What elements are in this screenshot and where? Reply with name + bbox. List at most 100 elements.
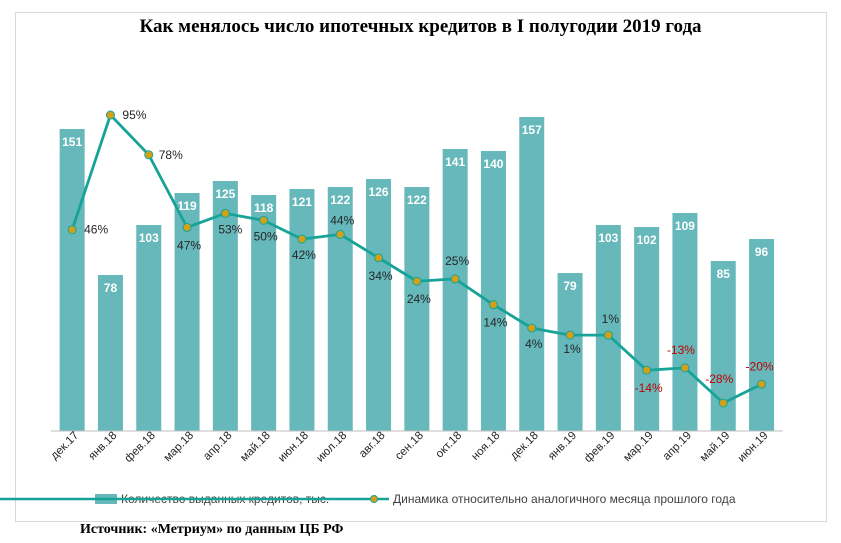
line-point (105, 110, 115, 120)
line-point (182, 222, 192, 232)
bar (672, 213, 698, 431)
line-data-label: 47% (177, 238, 201, 252)
line-data-label: 78% (159, 148, 183, 162)
line-point (603, 330, 613, 340)
bar-data-label: 103 (139, 231, 159, 245)
bar (557, 273, 583, 431)
line-group (67, 110, 767, 408)
line-data-label: 46% (84, 223, 108, 237)
line-data-label: 44% (330, 213, 354, 227)
bar-data-label: 103 (598, 231, 618, 245)
line-point (335, 229, 345, 239)
x-tick-label: ноя.18 (469, 430, 502, 463)
bar-data-label: 85 (717, 267, 731, 281)
line-point (412, 276, 422, 286)
x-tick-label: дек.17 (49, 430, 82, 463)
x-tick-label: июн.19 (736, 430, 771, 465)
line-point (527, 323, 537, 333)
bar (97, 275, 123, 431)
x-tick-label: янв.19 (546, 430, 579, 463)
x-tick-label: фев.19 (582, 430, 617, 465)
line-data-label: 50% (254, 229, 278, 243)
bar (59, 129, 85, 431)
x-tick-label: мар.18 (162, 430, 196, 464)
line-point (488, 300, 498, 310)
line-data-label: 25% (445, 254, 469, 268)
bar (289, 189, 315, 431)
x-tick-label: авг.18 (357, 430, 388, 461)
line-point (680, 363, 690, 373)
bar (212, 181, 238, 431)
bar-data-label: 140 (483, 157, 503, 171)
line-data-label: 14% (483, 316, 507, 330)
x-tick-label: май.19 (698, 430, 732, 464)
bar-data-label: 126 (369, 185, 389, 199)
bar (366, 179, 392, 431)
bar-data-label: 78 (104, 281, 118, 295)
bar-data-label: 141 (445, 155, 465, 169)
bar (404, 187, 430, 431)
legend-line-marker (370, 495, 378, 503)
line-data-label: 34% (369, 269, 393, 283)
bar (519, 117, 545, 431)
line-data-label: 42% (292, 248, 316, 262)
bar-data-label: 125 (215, 187, 235, 201)
line-point (297, 234, 307, 244)
line-data-label: -20% (746, 359, 774, 373)
legend: Количество выданных кредитов, тыс. Динам… (0, 492, 736, 506)
chart-title: Как менялось число ипотечных кредитов в … (139, 16, 702, 37)
x-tick-label: окт.18 (433, 430, 464, 461)
bar (595, 225, 621, 431)
x-tick-label: апр.19 (661, 430, 694, 463)
bar-data-label: 109 (675, 219, 695, 233)
bar-data-label: 121 (292, 195, 312, 209)
line-point (144, 150, 154, 160)
line-point (374, 253, 384, 263)
bar-data-label: 118 (254, 201, 274, 215)
x-tick-label: июл.18 (314, 430, 349, 465)
line-data-label: 53% (218, 222, 242, 236)
bars-group (59, 117, 775, 431)
line-data-label: 1% (602, 312, 620, 326)
bar-data-label: 157 (522, 123, 542, 137)
bar (174, 193, 200, 431)
x-tick-label: дек.18 (508, 430, 541, 463)
bar (442, 149, 468, 431)
x-tick-label: янв.18 (87, 430, 120, 463)
line-data-label: 95% (122, 108, 146, 122)
x-tick-label: мар.19 (621, 430, 655, 464)
line-data-label: -28% (705, 372, 733, 386)
bar-data-label: 151 (62, 135, 82, 149)
line-point (259, 215, 269, 225)
bar-data-label: 96 (755, 245, 769, 259)
line-data-label: 24% (407, 292, 431, 306)
x-tick-label: фев.18 (123, 430, 158, 465)
line-point (718, 398, 728, 408)
bar (480, 151, 506, 431)
line-data-label: -14% (635, 381, 663, 395)
bar-data-label: 79 (563, 279, 577, 293)
bar (749, 239, 775, 431)
bar-labels-group: 151 78 103 119 125 118 121 122 126 122 141 140 157 79… (62, 123, 768, 295)
line-point (642, 365, 652, 375)
line-point (67, 225, 77, 235)
line-point (757, 379, 767, 389)
legend-line-label: Динамика относительно аналогичного месяц… (393, 492, 736, 506)
bar-data-label: 122 (407, 193, 427, 207)
line-labels-group: 46% 95% 78% 47% 53% 50% 42% 44% 34% 24% 25% 14% 4% 1%… (84, 108, 774, 395)
line-point (220, 208, 230, 218)
x-axis: дек.17 янв.18 фев.18 мар.18 апр.18 май.18 июн.… (49, 430, 783, 465)
bar (634, 227, 660, 431)
bar-data-label: 119 (177, 199, 197, 213)
bar (251, 195, 277, 431)
line-point (565, 330, 575, 340)
line-data-label: 1% (563, 342, 581, 356)
bar (327, 187, 353, 431)
bar-data-label: 102 (637, 233, 657, 247)
line-data-label: -13% (667, 343, 695, 357)
bar (136, 225, 162, 431)
bar-data-label: 122 (330, 193, 350, 207)
line-point (450, 274, 460, 284)
source-note: Источник: «Метриум» по данным ЦБ РФ (80, 522, 344, 537)
